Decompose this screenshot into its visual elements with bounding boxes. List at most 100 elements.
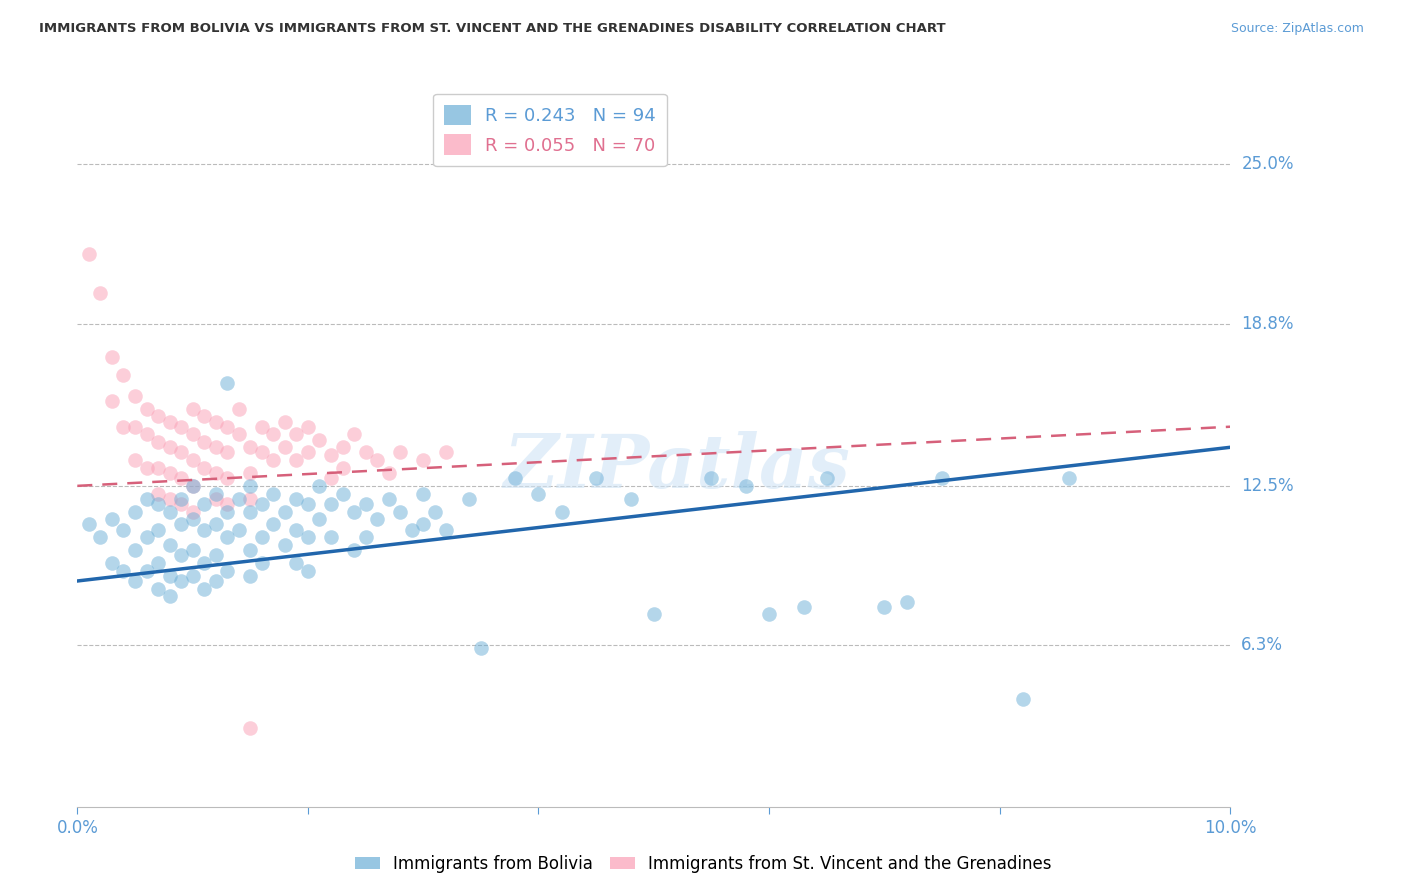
Point <box>135 427 157 442</box>
Point <box>181 543 204 558</box>
Point <box>89 530 111 544</box>
Point <box>815 471 838 485</box>
Legend: Immigrants from Bolivia, Immigrants from St. Vincent and the Grenadines: Immigrants from Bolivia, Immigrants from… <box>347 848 1059 880</box>
Point <box>217 497 239 511</box>
Point <box>262 517 284 532</box>
Point <box>250 556 273 570</box>
Point <box>181 401 204 416</box>
Point <box>354 497 377 511</box>
Point <box>217 419 239 434</box>
Point <box>319 497 342 511</box>
Point <box>112 564 135 578</box>
Point <box>239 721 262 735</box>
Point <box>77 517 100 532</box>
Point <box>332 486 354 500</box>
Point <box>308 479 330 493</box>
Point <box>217 376 239 390</box>
Point <box>343 427 366 442</box>
Point <box>274 538 297 552</box>
Point <box>170 549 193 563</box>
Point <box>228 401 250 416</box>
Point <box>297 419 319 434</box>
Text: IMMIGRANTS FROM BOLIVIA VS IMMIGRANTS FROM ST. VINCENT AND THE GRENADINES DISABI: IMMIGRANTS FROM BOLIVIA VS IMMIGRANTS FR… <box>39 22 946 36</box>
Point <box>146 461 169 475</box>
Text: 18.8%: 18.8% <box>1241 315 1294 333</box>
Point <box>135 401 157 416</box>
Point <box>159 505 181 519</box>
Point <box>262 453 284 467</box>
Point <box>146 409 169 424</box>
Point <box>377 491 399 506</box>
Point <box>308 512 330 526</box>
Point <box>470 640 492 655</box>
Point <box>285 453 308 467</box>
Point <box>204 549 226 563</box>
Point <box>101 394 124 409</box>
Point <box>239 440 262 454</box>
Point <box>250 530 273 544</box>
Point <box>217 471 239 485</box>
Point <box>332 461 354 475</box>
Point <box>931 471 953 485</box>
Point <box>181 512 204 526</box>
Point <box>204 574 226 588</box>
Point <box>1057 471 1080 485</box>
Point <box>101 556 124 570</box>
Point <box>366 453 388 467</box>
Point <box>585 471 607 485</box>
Point <box>124 505 146 519</box>
Point <box>124 419 146 434</box>
Point <box>343 505 366 519</box>
Point <box>193 582 215 596</box>
Point <box>262 486 284 500</box>
Point <box>159 590 181 604</box>
Point <box>77 247 100 261</box>
Point <box>193 435 215 450</box>
Point <box>89 285 111 300</box>
Point <box>217 564 239 578</box>
Point <box>124 453 146 467</box>
Point <box>297 564 319 578</box>
Point <box>193 461 215 475</box>
Point <box>135 564 157 578</box>
Point <box>377 466 399 480</box>
Point <box>101 351 124 365</box>
Point <box>354 445 377 459</box>
Point <box>239 466 262 480</box>
Point <box>204 486 226 500</box>
Point <box>343 543 366 558</box>
Point <box>389 445 412 459</box>
Text: Source: ZipAtlas.com: Source: ZipAtlas.com <box>1230 22 1364 36</box>
Point <box>250 497 273 511</box>
Point <box>170 419 193 434</box>
Point <box>434 523 457 537</box>
Point <box>389 505 412 519</box>
Point <box>112 419 135 434</box>
Point <box>412 453 434 467</box>
Point <box>412 517 434 532</box>
Text: ZIPatlas: ZIPatlas <box>503 432 851 504</box>
Point <box>181 453 204 467</box>
Point <box>319 530 342 544</box>
Point <box>401 523 423 537</box>
Point <box>412 486 434 500</box>
Point <box>700 471 723 485</box>
Point <box>1011 692 1033 706</box>
Point <box>239 543 262 558</box>
Point <box>112 523 135 537</box>
Point <box>285 491 308 506</box>
Point <box>297 497 319 511</box>
Point <box>170 574 193 588</box>
Point <box>332 440 354 454</box>
Point <box>159 440 181 454</box>
Point <box>181 505 204 519</box>
Text: 12.5%: 12.5% <box>1241 477 1294 495</box>
Point <box>274 415 297 429</box>
Point <box>159 569 181 583</box>
Point <box>181 569 204 583</box>
Point <box>181 427 204 442</box>
Point <box>239 491 262 506</box>
Point <box>793 599 815 614</box>
Point <box>319 471 342 485</box>
Point <box>550 505 572 519</box>
